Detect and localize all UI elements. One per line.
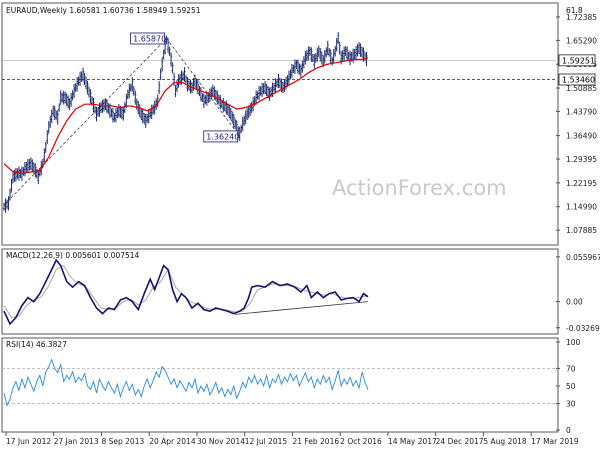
macd-trendline <box>235 301 369 315</box>
x-tick-label: 17 Jun 2012 <box>6 437 51 446</box>
rsi-panel: RSI(14) 46.3827 100 70 50 30 0 <box>1 337 581 435</box>
macd-panel-frame <box>1 248 559 335</box>
support-label: 1.53460 <box>562 76 595 85</box>
macd-y-tick-label: 0.055967 <box>566 253 600 262</box>
x-tick-label: 5 Aug 2018 <box>483 437 526 446</box>
macd-lines <box>3 258 369 326</box>
moving-average-line <box>3 57 369 175</box>
rsi-lines <box>2 358 556 407</box>
annotation-label: 1.65870 <box>133 34 166 43</box>
rsi-y-axis: 100 70 50 30 0 <box>556 338 581 435</box>
x-tick-label: 24 Dec 2017 <box>436 437 484 446</box>
annotation-box <box>130 32 166 45</box>
price-y-tick-label: 1.65290 <box>566 36 597 45</box>
price-y-tick-label: 1.50885 <box>566 84 597 93</box>
annotation-label: 1.36240 <box>206 132 239 141</box>
price-annotation: 1.65870 <box>130 32 166 45</box>
current-price-box <box>558 54 596 67</box>
support-box <box>558 73 596 86</box>
x-tick-label: 2 Oct 2016 <box>340 437 382 446</box>
price-y-tick-label: 1.22195 <box>566 179 597 188</box>
x-tick-label: 20 Apr 2014 <box>149 437 196 446</box>
x-tick-label: 21 Feb 2016 <box>292 437 339 446</box>
rsi-y-tick-label: 50 <box>566 382 576 391</box>
current-price-label: 1.59251 <box>562 56 595 65</box>
current-price-tag: 1.59251 <box>558 54 596 67</box>
rsi-y-tick-label: 30 <box>566 400 576 409</box>
price-panel-title: EURAUD,Weekly 1.60581 1.60736 1.58949 1.… <box>6 6 201 15</box>
rsi-series <box>3 358 369 407</box>
rsi-y-tick-label: 0 <box>566 426 571 435</box>
x-axis: 17 Jun 2012 27 Jan 2013 8 Sep 2013 20 Apr 2… <box>5 432 579 446</box>
support-tag: 1.53460 <box>558 73 596 86</box>
price-y-axis: 1.723851.652901.580851.508851.437901.364… <box>556 13 597 235</box>
price-y-tick-label: 1.07885 <box>566 226 597 235</box>
macd-y-tick-label: -0.032692 <box>566 324 600 333</box>
watermark-text: ActionForex.com <box>332 176 507 200</box>
rsi-y-tick-label: 100 <box>566 338 581 347</box>
x-tick-label: 27 Jan 2013 <box>54 437 99 446</box>
price-y-tick-label: 1.43790 <box>566 107 597 116</box>
x-tick-label: 17 Mar 2019 <box>531 437 579 446</box>
price-y-tick-label: 1.14990 <box>566 203 597 212</box>
price-y-tick-label: 1.72385 <box>566 13 597 22</box>
rising-trendline <box>3 38 167 206</box>
price-panel: EURAUD,Weekly 1.60581 1.60736 1.58949 1.… <box>1 2 597 246</box>
price-panel-frame <box>1 2 559 246</box>
macd-series-macd <box>3 258 369 326</box>
rsi-panel-frame <box>1 337 559 433</box>
x-tick-label: 30 Nov 2014 <box>197 437 245 446</box>
price-y-tick-label: 1.36490 <box>566 132 597 141</box>
price-lines: 1.65870 1.36240 <box>2 32 369 213</box>
macd-y-tick-label: 0.00 <box>566 298 583 307</box>
x-tick-label: 8 Sep 2013 <box>101 437 144 446</box>
macd-y-axis: 0.055967 0.00 -0.032692 <box>556 253 600 333</box>
annotation-box <box>203 130 239 143</box>
rsi-y-tick-label: 70 <box>566 364 576 373</box>
x-tick-label: 12 Jul 2015 <box>245 437 288 446</box>
macd-panel-title: MACD(12,26,9) 0.005601 0.007514 <box>6 251 140 260</box>
rsi-panel-title: RSI(14) 46.3827 <box>6 340 67 349</box>
x-tick-label: 14 May 2017 <box>388 437 437 446</box>
falling-swing-line <box>166 38 241 137</box>
price-y-tick-label: 1.29395 <box>566 155 597 164</box>
macd-panel: MACD(12,26,9) 0.005601 0.007514 0.055967… <box>1 248 600 335</box>
price-annotation: 1.36240 <box>203 130 239 143</box>
price-corner-value: 61.8 <box>566 6 583 15</box>
